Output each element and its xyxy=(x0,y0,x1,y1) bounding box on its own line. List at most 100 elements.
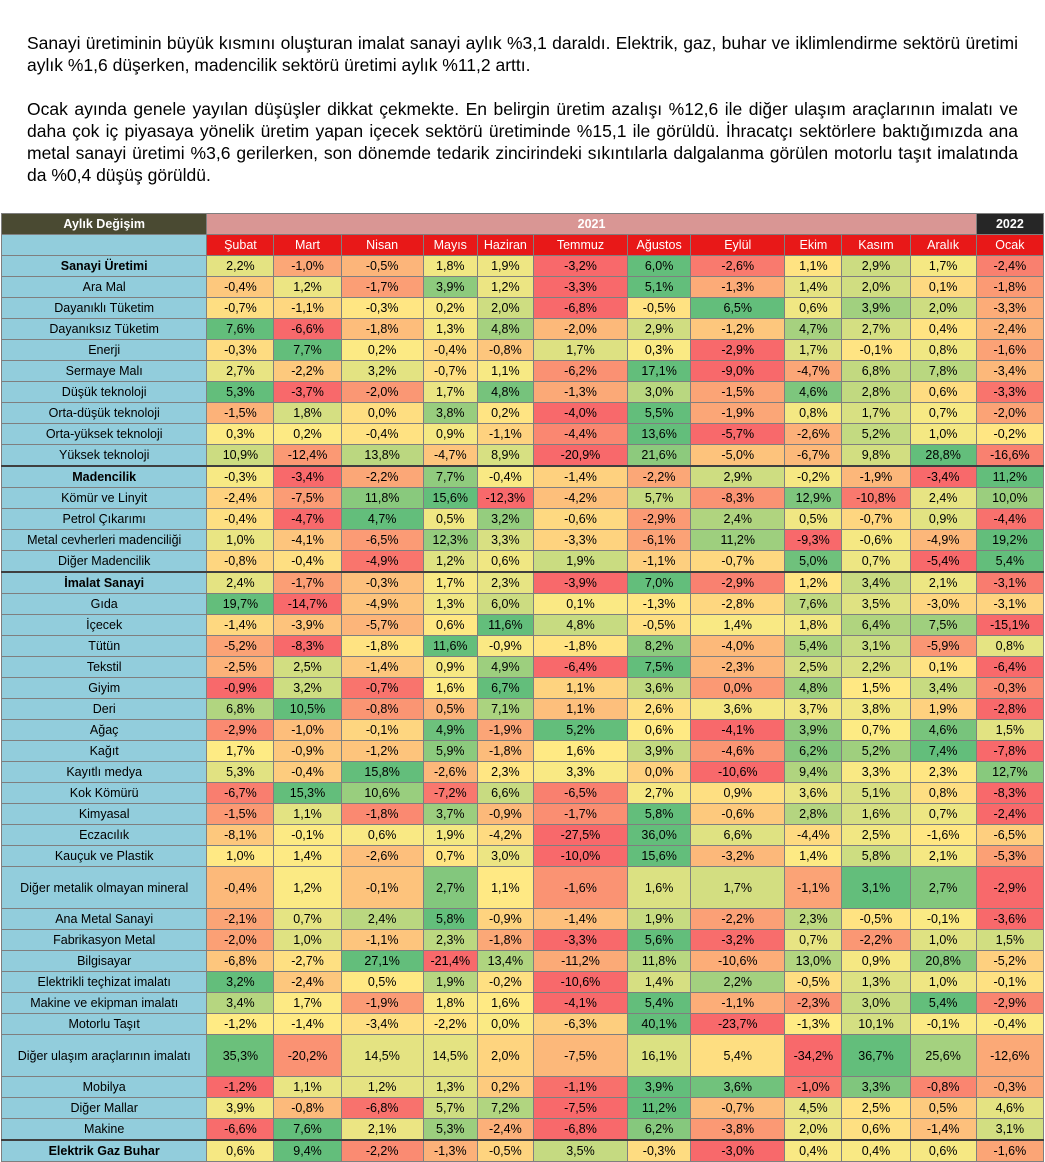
table-row: Diğer Madencilik -0,8% -0,4% -4,9% 1,2% 0,6% 1… xyxy=(0,550,1045,573)
row-label: Sanayi Üretimi xyxy=(0,255,208,277)
value-cell: 2,2% xyxy=(841,656,911,678)
value-cell: -2,9% xyxy=(627,508,692,530)
row-label: Eczacılık xyxy=(0,824,208,846)
value-cell: -1,1% xyxy=(690,992,786,1014)
value-cell: -0,4% xyxy=(206,276,275,298)
value-cell: -5,2% xyxy=(206,635,275,657)
value-cell: -0,9% xyxy=(206,677,275,699)
value-cell: 6,2% xyxy=(627,1118,692,1141)
value-cell: -5,7% xyxy=(340,614,424,636)
value-cell: 1,8% xyxy=(422,255,478,277)
value-cell: -4,9% xyxy=(340,550,424,573)
value-cell: 0,6% xyxy=(841,1118,911,1141)
value-cell: 2,9% xyxy=(841,255,911,277)
value-cell: 17,1% xyxy=(627,360,692,382)
value-cell: 3,7% xyxy=(784,698,843,720)
value-cell: -1,8% xyxy=(340,635,424,657)
value-cell: 12,7% xyxy=(975,761,1045,783)
value-cell: -0,4% xyxy=(340,423,424,445)
value-cell: 6,4% xyxy=(841,614,911,636)
value-cell: 5,7% xyxy=(422,1097,478,1119)
table-row: Düşük teknoloji 5,3% -3,7% -2,0% 1,7% 4,8% -1,… xyxy=(0,381,1045,403)
value-cell: 4,6% xyxy=(975,1097,1045,1119)
value-cell: 4,8% xyxy=(532,614,629,636)
value-cell: -6,2% xyxy=(532,360,629,382)
value-cell: -1,4% xyxy=(532,908,629,930)
value-cell: 1,8% xyxy=(273,402,342,424)
value-cell: 1,9% xyxy=(532,550,629,573)
value-cell: 0,9% xyxy=(422,656,478,678)
value-cell: -2,3% xyxy=(690,656,786,678)
value-cell: 5,1% xyxy=(627,276,692,298)
value-cell: 7,0% xyxy=(627,571,692,594)
table-row: Fabrikasyon Metal -2,0% 1,0% -1,1% 2,3% -1,8%… xyxy=(0,929,1045,951)
value-cell: 1,9% xyxy=(422,971,478,993)
row-label: Diğer ulaşım araçlarının imalatı xyxy=(0,1034,208,1077)
value-cell: -6,8% xyxy=(532,1118,629,1141)
value-cell: -1,1% xyxy=(273,297,342,319)
row-label: Bilgisayar xyxy=(0,950,208,972)
value-cell: 1,7% xyxy=(909,255,977,277)
value-cell: 5,1% xyxy=(841,782,911,804)
value-cell: 1,1% xyxy=(532,698,629,720)
value-cell: -1,8% xyxy=(476,740,534,762)
table-row: Madencilik -0,3% -3,4% -2,2% 7,7% -0,4% -1,4% -… xyxy=(0,465,1045,488)
value-cell: 1,3% xyxy=(422,593,478,615)
value-cell: -3,0% xyxy=(909,593,977,615)
value-cell: -1,9% xyxy=(476,719,534,741)
value-cell: 0,1% xyxy=(909,276,977,298)
value-cell: 2,5% xyxy=(841,824,911,846)
value-cell: -0,8% xyxy=(273,1097,342,1119)
value-cell: 4,9% xyxy=(476,656,534,678)
table-row: İçecek -1,4% -3,9% -5,7% 0,6% 11,6% 4,8% -0,5% 1… xyxy=(0,614,1045,636)
value-cell: 5,4% xyxy=(975,550,1045,573)
value-cell: 3,0% xyxy=(841,992,911,1014)
table-row: Ana Metal Sanayi -2,1% 0,7% 2,4% 5,8% -0,9% -1… xyxy=(0,908,1045,930)
table-row: Makine ve ekipman imalatı 3,4% 1,7% -1,9% 1,… xyxy=(0,992,1045,1014)
value-cell: -0,6% xyxy=(532,508,629,530)
value-cell: -3,3% xyxy=(975,381,1045,403)
value-cell: -1,1% xyxy=(476,423,534,445)
value-cell: -5,3% xyxy=(975,845,1045,867)
value-cell: -12,6% xyxy=(975,1034,1045,1077)
value-cell: -1,3% xyxy=(422,1139,478,1162)
value-cell: 0,0% xyxy=(690,677,786,699)
row-label: Orta-yüksek teknoloji xyxy=(0,423,208,445)
year-header-row: Aylık Değişim 2021 2022 xyxy=(0,213,1045,235)
value-cell: 3,4% xyxy=(909,677,977,699)
value-cell: -4,2% xyxy=(532,487,629,509)
value-cell: 4,5% xyxy=(784,1097,843,1119)
value-cell: 1,2% xyxy=(340,1076,424,1098)
value-cell: 9,4% xyxy=(784,761,843,783)
value-cell: 5,4% xyxy=(909,992,977,1014)
value-cell: 0,5% xyxy=(422,698,478,720)
value-cell: 1,6% xyxy=(627,866,692,909)
value-cell: -4,7% xyxy=(784,360,843,382)
value-cell: -1,9% xyxy=(340,992,424,1014)
value-cell: -27,5% xyxy=(532,824,629,846)
value-cell: -0,3% xyxy=(340,571,424,594)
value-cell: -6,8% xyxy=(206,950,275,972)
row-label: Tütün xyxy=(0,635,208,657)
value-cell: -0,5% xyxy=(841,908,911,930)
value-cell: 19,7% xyxy=(206,593,275,615)
value-cell: 10,1% xyxy=(841,1013,911,1035)
value-cell: -1,0% xyxy=(784,1076,843,1098)
value-cell: -1,8% xyxy=(476,929,534,951)
value-cell: 4,8% xyxy=(476,318,534,340)
value-cell: -8,3% xyxy=(690,487,786,509)
month-header-row: Şubat Mart Nisan Mayıs Haziran Temmuz Ağustos E… xyxy=(0,234,1045,256)
value-cell: -1,5% xyxy=(690,381,786,403)
value-cell: 0,8% xyxy=(909,782,977,804)
table-row: Kimyasal -1,5% 1,1% -1,8% 3,7% -0,9% -1,7% 5,8%… xyxy=(0,803,1045,825)
value-cell: 1,4% xyxy=(273,845,342,867)
value-cell: -7,5% xyxy=(532,1097,629,1119)
value-cell: 5,4% xyxy=(627,992,692,1014)
value-cell: 4,6% xyxy=(784,381,843,403)
value-cell: 13,8% xyxy=(340,444,424,467)
value-cell: 5,0% xyxy=(784,550,843,573)
value-cell: -3,4% xyxy=(273,465,342,488)
value-cell: 2,3% xyxy=(476,571,534,594)
row-label: Elektrik Gaz Buhar xyxy=(0,1139,208,1162)
value-cell: 1,9% xyxy=(627,908,692,930)
